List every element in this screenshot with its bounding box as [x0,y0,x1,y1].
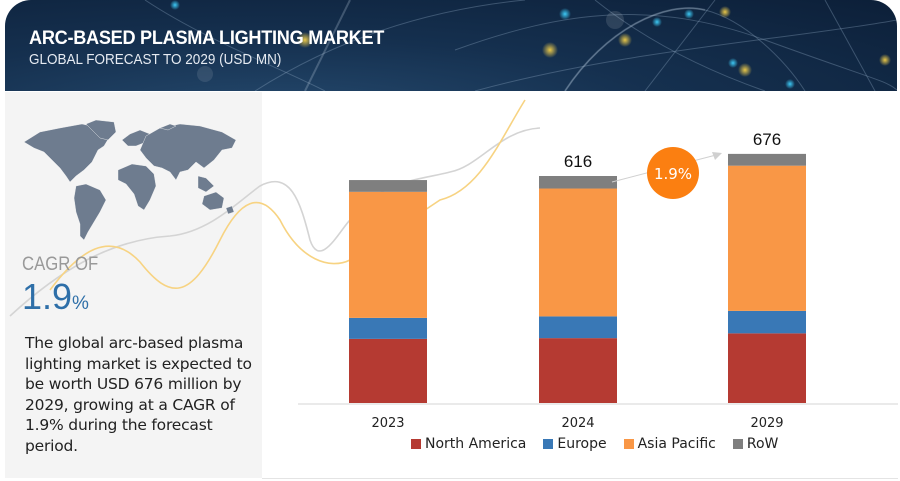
legend-swatch [623,439,634,449]
legend-label: RoW [746,436,779,452]
bar-north-america-2024 [539,338,617,403]
bar-europe-2023 [349,317,427,339]
header-banner: ARC-BASED PLASMA LIGHTING MARKET GLOBAL … [5,0,897,91]
legend-label: Europe [557,436,607,452]
chart-legend: North America Europe Asia Pacific RoW [411,436,778,452]
legend-item-europe: Europe [543,436,607,452]
x-tick-label-2029: 2029 [750,416,783,431]
bar-asia-pacific-2024 [539,188,617,317]
bottom-divider [262,478,898,479]
bar-row-2023 [349,180,427,192]
legend-item-asia-pacific: Asia Pacific [623,436,716,452]
x-tick-label-2023: 2023 [371,416,404,431]
decorative-swoosh-lines [9,99,541,317]
bar-europe-2024 [539,316,617,339]
legend-label: Asia Pacific [637,436,716,452]
cagr-number: 1.9 [22,276,73,317]
bar-row-2024 [539,176,617,189]
bar-north-america-2029 [728,333,806,403]
total-label-2024: 616 [564,152,592,171]
page-title: ARC-BASED PLASMA LIGHTING MARKET [29,27,385,49]
page-subtitle: GLOBAL FORECAST TO 2029 (USD MN) [29,51,282,68]
total-label-2029: 676 [753,130,781,149]
bar-europe-2029 [728,310,806,334]
cagr-annotation: 1.9% [611,147,722,199]
legend-swatch [411,439,421,449]
bar-row-2029 [728,153,806,166]
cagr-arrow-head [712,152,722,160]
cagr-unit: % [72,293,89,314]
cagr-value: 1.9% [22,276,89,318]
cagr-badge-label: 1.9% [654,165,692,183]
legend-label: North America [425,436,527,452]
legend-swatch [543,439,554,449]
legend-swatch [732,439,743,449]
fiber-optic-background-decoration [144,0,897,91]
market-description: The global arc-based plasma lighting mar… [25,334,252,455]
x-tick-label-2024: 2024 [561,416,594,431]
world-map-icon [23,119,237,241]
bar-north-america-2023 [349,338,427,403]
legend-item-row: RoW [732,436,779,452]
bar-asia-pacific-2023 [349,191,427,318]
cagr-label: CAGR OF [22,254,99,275]
cagr-badge [647,147,699,199]
bar-asia-pacific-2029 [728,165,806,311]
legend-item-north-america: North America [411,436,526,452]
